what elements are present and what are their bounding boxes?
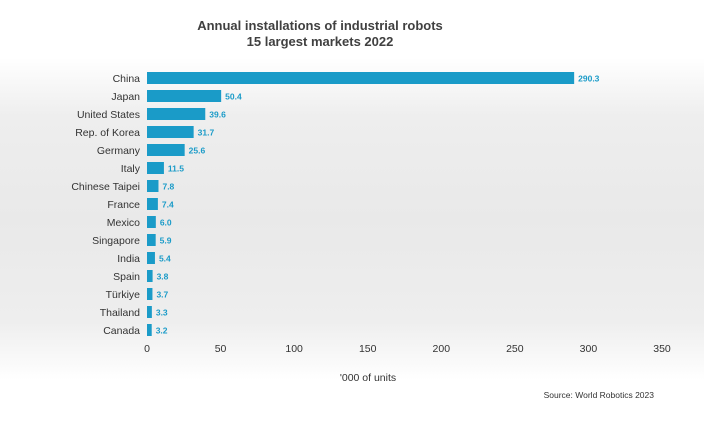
category-label: Singapore (92, 235, 140, 247)
data-label: 3.7 (156, 290, 168, 300)
data-label: 7.4 (162, 200, 174, 210)
category-label: Rep. of Korea (75, 127, 140, 139)
bar (147, 198, 158, 210)
category-label: Germany (97, 145, 141, 157)
bar (147, 216, 156, 228)
category-label: China (113, 73, 141, 85)
chart-title: Annual installations of industrial robot… (197, 18, 443, 33)
bar (147, 90, 222, 102)
data-label: 5.4 (159, 254, 171, 264)
x-tick-label: 300 (580, 343, 598, 355)
data-label: 290.3 (578, 74, 600, 84)
x-tick-label: 50 (215, 343, 227, 355)
bar (147, 126, 194, 138)
bar (147, 252, 155, 264)
category-label: India (117, 253, 140, 265)
x-axis-label: '000 of units (340, 372, 396, 384)
data-label: 39.6 (209, 110, 226, 120)
category-label: France (107, 199, 140, 211)
source-note: Source: World Robotics 2023 (544, 390, 655, 400)
background-band (0, 58, 704, 380)
x-tick-label: 350 (653, 343, 671, 355)
data-label: 3.3 (156, 308, 168, 318)
category-label: United States (77, 109, 140, 121)
category-label: Mexico (107, 217, 140, 229)
category-label: Spain (113, 271, 140, 283)
data-label: 31.7 (198, 128, 215, 138)
category-label: Italy (121, 163, 141, 175)
bar (147, 180, 159, 192)
category-label: Japan (111, 91, 140, 103)
category-label: Canada (103, 325, 140, 337)
bar (147, 144, 185, 156)
x-tick-label: 200 (433, 343, 451, 355)
chart-subtitle: 15 largest markets 2022 (246, 34, 394, 49)
bar (147, 234, 156, 246)
bar (147, 288, 153, 300)
x-tick-label: 150 (359, 343, 377, 355)
category-label: Thailand (100, 307, 140, 319)
bar (147, 306, 152, 318)
bars-group: China 290.3 Japan 50.4 United States 39.6 Rep.… (71, 72, 671, 355)
data-label: 5.9 (160, 236, 172, 246)
bar (147, 108, 206, 120)
data-label: 50.4 (225, 92, 242, 102)
data-label: 6.0 (160, 218, 172, 228)
x-tick-label: 100 (285, 343, 303, 355)
x-tick-label: 0 (144, 343, 150, 355)
data-label: 3.8 (157, 272, 169, 282)
data-label: 11.5 (168, 164, 184, 174)
data-label: 7.8 (162, 182, 174, 192)
bar (147, 324, 152, 336)
bar (147, 270, 153, 282)
data-label: 3.2 (156, 326, 168, 336)
bar (147, 162, 164, 174)
category-label: Türkiye (106, 289, 141, 301)
bar (147, 72, 575, 84)
category-label: Chinese Taipei (71, 181, 140, 193)
x-tick-label: 250 (506, 343, 524, 355)
data-label: 25.6 (189, 146, 206, 156)
